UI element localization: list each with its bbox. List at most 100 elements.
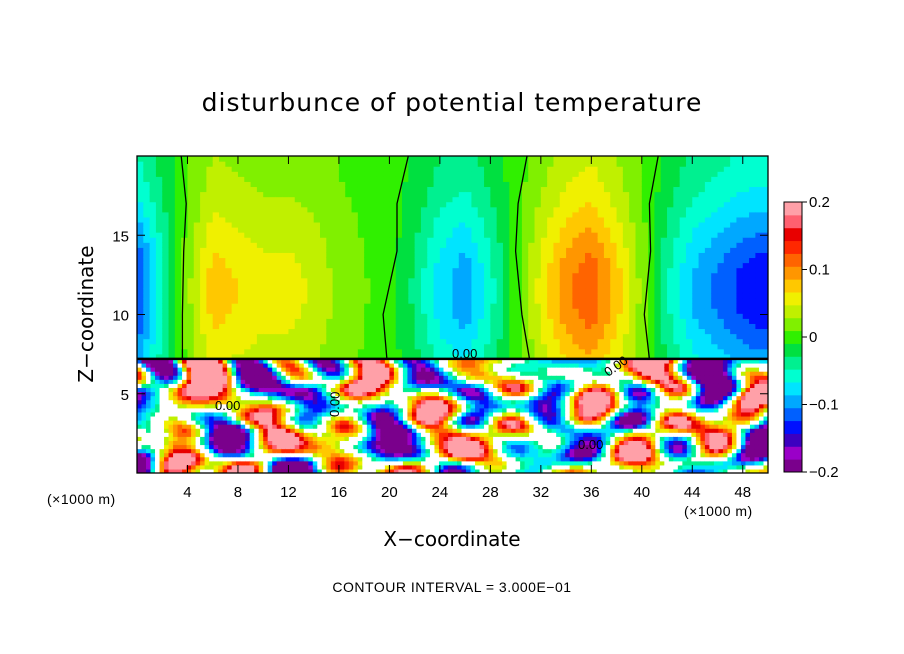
field-cell: [249, 456, 255, 462]
field-cell: [244, 313, 252, 319]
plot-area: [137, 156, 768, 473]
field-cell: [433, 171, 441, 177]
field-cell: [263, 216, 271, 223]
field-cell: [389, 176, 397, 182]
field-cell: [622, 237, 630, 243]
field-cell: [370, 343, 378, 350]
field-cell: [290, 436, 296, 441]
field-cell: [281, 399, 287, 405]
field-cell: [389, 313, 397, 319]
field-cell: [313, 186, 321, 193]
field-cell: [761, 161, 768, 167]
field-cell: [206, 313, 214, 319]
field-cell: [272, 367, 278, 372]
field-cell: [465, 292, 473, 299]
field-cell: [755, 242, 763, 248]
field-cell: [730, 348, 738, 355]
field-cell: [237, 353, 245, 360]
field-cell: [515, 323, 523, 330]
field-cell: [263, 191, 271, 198]
field-cell: [313, 308, 321, 314]
field-cell: [490, 287, 498, 294]
field-cell: [269, 166, 277, 172]
field-cell: [269, 201, 277, 208]
field-cell: [427, 287, 435, 294]
field-cell: [629, 186, 637, 193]
field-cell: [484, 201, 491, 208]
field-cell: [164, 448, 170, 454]
field-cell: [177, 362, 183, 368]
field-cell: [622, 318, 630, 324]
field-cell: [275, 176, 283, 182]
field-cell: [749, 161, 756, 167]
field-cell: [502, 257, 510, 264]
field-cell: [258, 460, 264, 466]
field-cell: [258, 432, 264, 437]
field-cell: [159, 371, 165, 376]
field-cell: [433, 211, 441, 218]
field-cell: [395, 227, 403, 233]
field-cell: [281, 424, 287, 429]
field-cell: [540, 287, 548, 294]
field-cell: [149, 232, 157, 238]
field-cell: [597, 176, 605, 182]
field-cell: [635, 252, 643, 259]
field-cell: [667, 323, 674, 330]
field-cell: [452, 277, 460, 284]
field-cell: [603, 298, 611, 304]
field-cell: [231, 348, 239, 355]
field-cell: [332, 333, 340, 340]
field-cell: [200, 444, 206, 450]
field-cell: [742, 252, 750, 259]
field-cell: [231, 272, 239, 279]
field-cell: [276, 411, 282, 417]
field-cell: [141, 362, 147, 368]
field-cell: [484, 353, 491, 360]
field-cell: [149, 221, 157, 228]
field-cell: [673, 282, 681, 289]
field-cell: [761, 242, 768, 248]
field-cell: [267, 424, 273, 429]
field-cell: [730, 216, 738, 223]
field-cell: [275, 156, 283, 162]
field-cell: [692, 186, 700, 193]
field-cell: [212, 272, 220, 279]
field-cell: [351, 181, 359, 188]
field-cell: [603, 277, 611, 284]
field-cell: [383, 287, 390, 294]
field-cell: [218, 383, 224, 389]
field-cell: [698, 313, 706, 319]
field-cell: [193, 272, 201, 279]
field-cell: [249, 420, 255, 425]
field-cell: [749, 343, 756, 350]
field-cell: [294, 181, 302, 188]
field-cell: [458, 328, 466, 335]
field-cell: [572, 323, 580, 330]
field-cell: [345, 171, 353, 177]
field-cell: [245, 468, 251, 473]
field-cell: [236, 411, 242, 417]
field-cell: [559, 267, 567, 274]
field-cell: [195, 362, 201, 368]
field-cell: [591, 262, 599, 269]
field-cell: [711, 171, 719, 177]
field-cell: [357, 298, 365, 304]
field-cell: [679, 353, 687, 360]
field-cell: [616, 333, 624, 340]
field-cell: [572, 277, 580, 284]
field-cell: [168, 292, 176, 299]
field-cell: [673, 292, 681, 299]
field-cell: [446, 277, 454, 284]
field-cell: [159, 403, 165, 409]
field-cell: [711, 196, 719, 203]
field-cell: [698, 211, 706, 218]
field-cell: [755, 272, 763, 279]
field-cell: [383, 201, 390, 208]
field-cell: [471, 333, 479, 340]
field-cell: [660, 206, 668, 213]
field-cell: [648, 252, 656, 259]
field-cell: [338, 171, 346, 177]
field-cell: [711, 257, 719, 264]
field-cell: [616, 323, 624, 330]
